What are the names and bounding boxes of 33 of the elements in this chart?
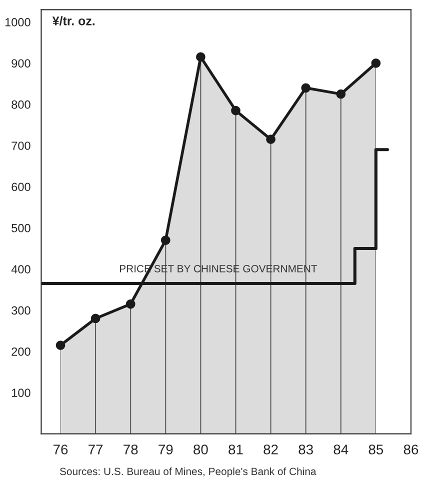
x-tick-label: 85 <box>368 444 384 454</box>
y-tick-label: 1000 <box>5 18 30 26</box>
y-tick-label: 400 <box>11 265 30 274</box>
x-tick-label: 79 <box>158 444 173 454</box>
x-tick-label: 84 <box>334 444 348 454</box>
point <box>196 52 206 62</box>
x-tick-label: 82 <box>264 444 278 454</box>
y-tick-label: 300 <box>12 306 30 315</box>
point <box>336 89 346 99</box>
x-tick-label: 77 <box>88 444 103 454</box>
x-tick-label: 76 <box>53 444 68 454</box>
x-tick-label: 86 <box>404 444 418 454</box>
point <box>90 314 100 324</box>
y-tick-label: 500 <box>12 224 30 232</box>
point <box>266 134 276 144</box>
y-tick-label: 700 <box>12 142 30 150</box>
point <box>301 83 311 93</box>
x-tick-label: 80 <box>194 444 208 454</box>
point <box>126 299 136 309</box>
y-axis-title: ¥/tr. oz. <box>52 16 95 26</box>
y-tick-label: 800 <box>12 100 30 109</box>
x-tick-label: 83 <box>298 444 313 454</box>
y-tick-label: 600 <box>12 182 30 192</box>
point <box>371 58 381 68</box>
point <box>160 236 170 245</box>
point <box>56 340 66 350</box>
y-tick-label: 100 <box>12 388 30 398</box>
y-tick-label: 200 <box>12 347 30 356</box>
point <box>231 106 240 116</box>
y-tick-label: 900 <box>12 59 30 68</box>
source-note: Sources: U.S. Bureau of Mines, People's Bank of China <box>60 467 316 478</box>
x-tick-label: 78 <box>124 444 138 454</box>
x-tick-label: 81 <box>228 444 243 454</box>
